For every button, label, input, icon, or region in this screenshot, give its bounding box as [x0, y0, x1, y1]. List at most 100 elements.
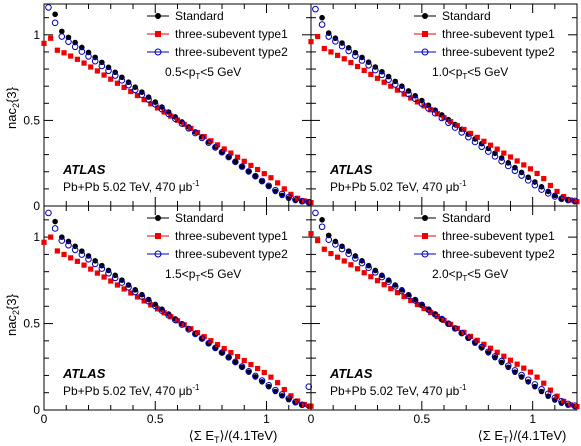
dataset-sup: -1: [459, 383, 467, 392]
atlas-label: ATLAS: [62, 162, 106, 177]
data-point-type2: [558, 398, 565, 405]
data-point-type2: [325, 33, 333, 40]
data-point-type1: [255, 166, 261, 173]
data-point-type2: [491, 153, 499, 160]
data-point-type1: [481, 341, 487, 347]
data-point-type2: [165, 110, 172, 118]
legend-marker-type2: [421, 48, 429, 56]
data-point-type2: [531, 381, 539, 388]
data-point-type2: [265, 182, 273, 190]
data-point-type1: [354, 63, 361, 70]
svg-text:nac2{3}: nac2{3}: [4, 293, 21, 336]
y-axis-label-bottom: nac2{3}: [4, 293, 21, 336]
data-point-type2: [338, 42, 346, 50]
legend-label: three-subevent type2: [175, 45, 288, 59]
data-point-type1: [368, 274, 374, 280]
data-point-type2: [485, 348, 492, 356]
data-point-type2: [265, 381, 273, 389]
y-tick-label: 0.5: [23, 317, 40, 331]
data-point-type1: [41, 40, 47, 46]
x-tick-label: 1: [529, 412, 536, 426]
data-point-type1: [494, 349, 500, 355]
data-point-type2: [225, 353, 232, 361]
data-point-standard: [525, 379, 532, 385]
data-point-type2: [105, 269, 112, 277]
data-point-type2: [58, 237, 66, 244]
data-point-type2: [238, 163, 246, 170]
data-point-type1: [61, 50, 67, 56]
data-point-type1: [501, 150, 507, 156]
data-point-standard: [165, 109, 172, 115]
data-point-type2: [292, 398, 299, 406]
pt-range-sub: T: [462, 72, 467, 81]
data-point-type1: [68, 53, 74, 59]
data-point-standard: [132, 287, 139, 293]
data-point-type1: [507, 154, 514, 160]
data-point-type2: [245, 367, 252, 375]
data-point-type2: [338, 245, 346, 253]
xlabel-post: ⟩/(4.1TeV): [509, 428, 567, 443]
data-point-type1: [214, 342, 221, 348]
legend-marker-type1: [422, 233, 428, 239]
data-point-type1: [434, 111, 440, 117]
data-point-type2: [471, 339, 479, 346]
data-point-type2: [118, 77, 126, 84]
legend-label: three-subevent type1: [442, 27, 555, 41]
data-point-type1: [428, 309, 434, 316]
data-point-type2: [178, 321, 186, 328]
legend-label: Standard: [175, 211, 224, 225]
data-point-standard: [518, 374, 525, 380]
data-point-type1: [361, 67, 367, 74]
data-point-type1: [414, 99, 420, 105]
x-tick-label: 0.5: [413, 412, 430, 426]
data-point-type2: [518, 371, 525, 379]
data-point-type1: [494, 146, 500, 152]
data-point-type2: [398, 85, 406, 93]
data-point-type1: [401, 293, 407, 300]
data-point-type2: [425, 306, 432, 314]
data-point-type2: [238, 363, 246, 370]
data-point-type1: [268, 175, 274, 181]
data-point-type2: [85, 53, 92, 60]
data-point-type1: [441, 115, 447, 121]
legend-marker-type1: [155, 31, 161, 37]
pt-range-hi: <5 GeV: [467, 65, 508, 79]
legend-marker-type2: [154, 48, 162, 56]
pt-range-hi: <5 GeV: [467, 267, 508, 281]
data-point-type2: [138, 293, 146, 300]
data-point-type2: [345, 250, 352, 258]
data-point-type1: [161, 109, 167, 115]
ylabel-tail: {3}: [4, 86, 19, 103]
y-tick-label: 1: [33, 230, 40, 244]
legend-marker-standard: [422, 13, 428, 19]
data-point-type1: [88, 266, 94, 272]
data-point-type2: [571, 402, 579, 409]
data-point-type2: [205, 139, 212, 146]
data-point-type1: [148, 101, 154, 107]
data-point-standard: [259, 178, 265, 185]
data-point-type2: [98, 62, 106, 70]
ylabel-sub: 2: [11, 310, 21, 315]
data-point-type1: [208, 338, 214, 344]
pt-range-label: 1.0<pT<5 GeV: [432, 65, 508, 81]
data-point-standard: [379, 272, 385, 279]
data-point-type2: [418, 100, 426, 107]
data-point-type1: [421, 305, 427, 312]
data-point-type1: [88, 64, 94, 70]
data-point-type1: [228, 350, 234, 356]
data-point-type1: [281, 387, 287, 393]
data-point-type2: [465, 334, 472, 342]
dataset-text: Pb+Pb 5.02 TeV, 470 μb: [330, 180, 460, 194]
dataset-label: Pb+Pb 5.02 TeV, 470 μb-1: [63, 179, 200, 194]
legend-marker-standard: [155, 215, 161, 221]
data-point-type2: [332, 241, 339, 248]
data-point-type1: [308, 231, 314, 237]
data-point-type2: [431, 311, 439, 318]
legend-label: Standard: [175, 9, 224, 23]
data-point-type2: [65, 38, 72, 45]
pt-range-lo: 1.0<p: [432, 65, 463, 79]
data-point-type2: [478, 343, 485, 351]
chart-panel-top-right: Standard three-subevent type1 three-subeve…: [308, 3, 580, 207]
data-point-type1: [141, 97, 147, 103]
data-point-type1: [321, 246, 327, 252]
